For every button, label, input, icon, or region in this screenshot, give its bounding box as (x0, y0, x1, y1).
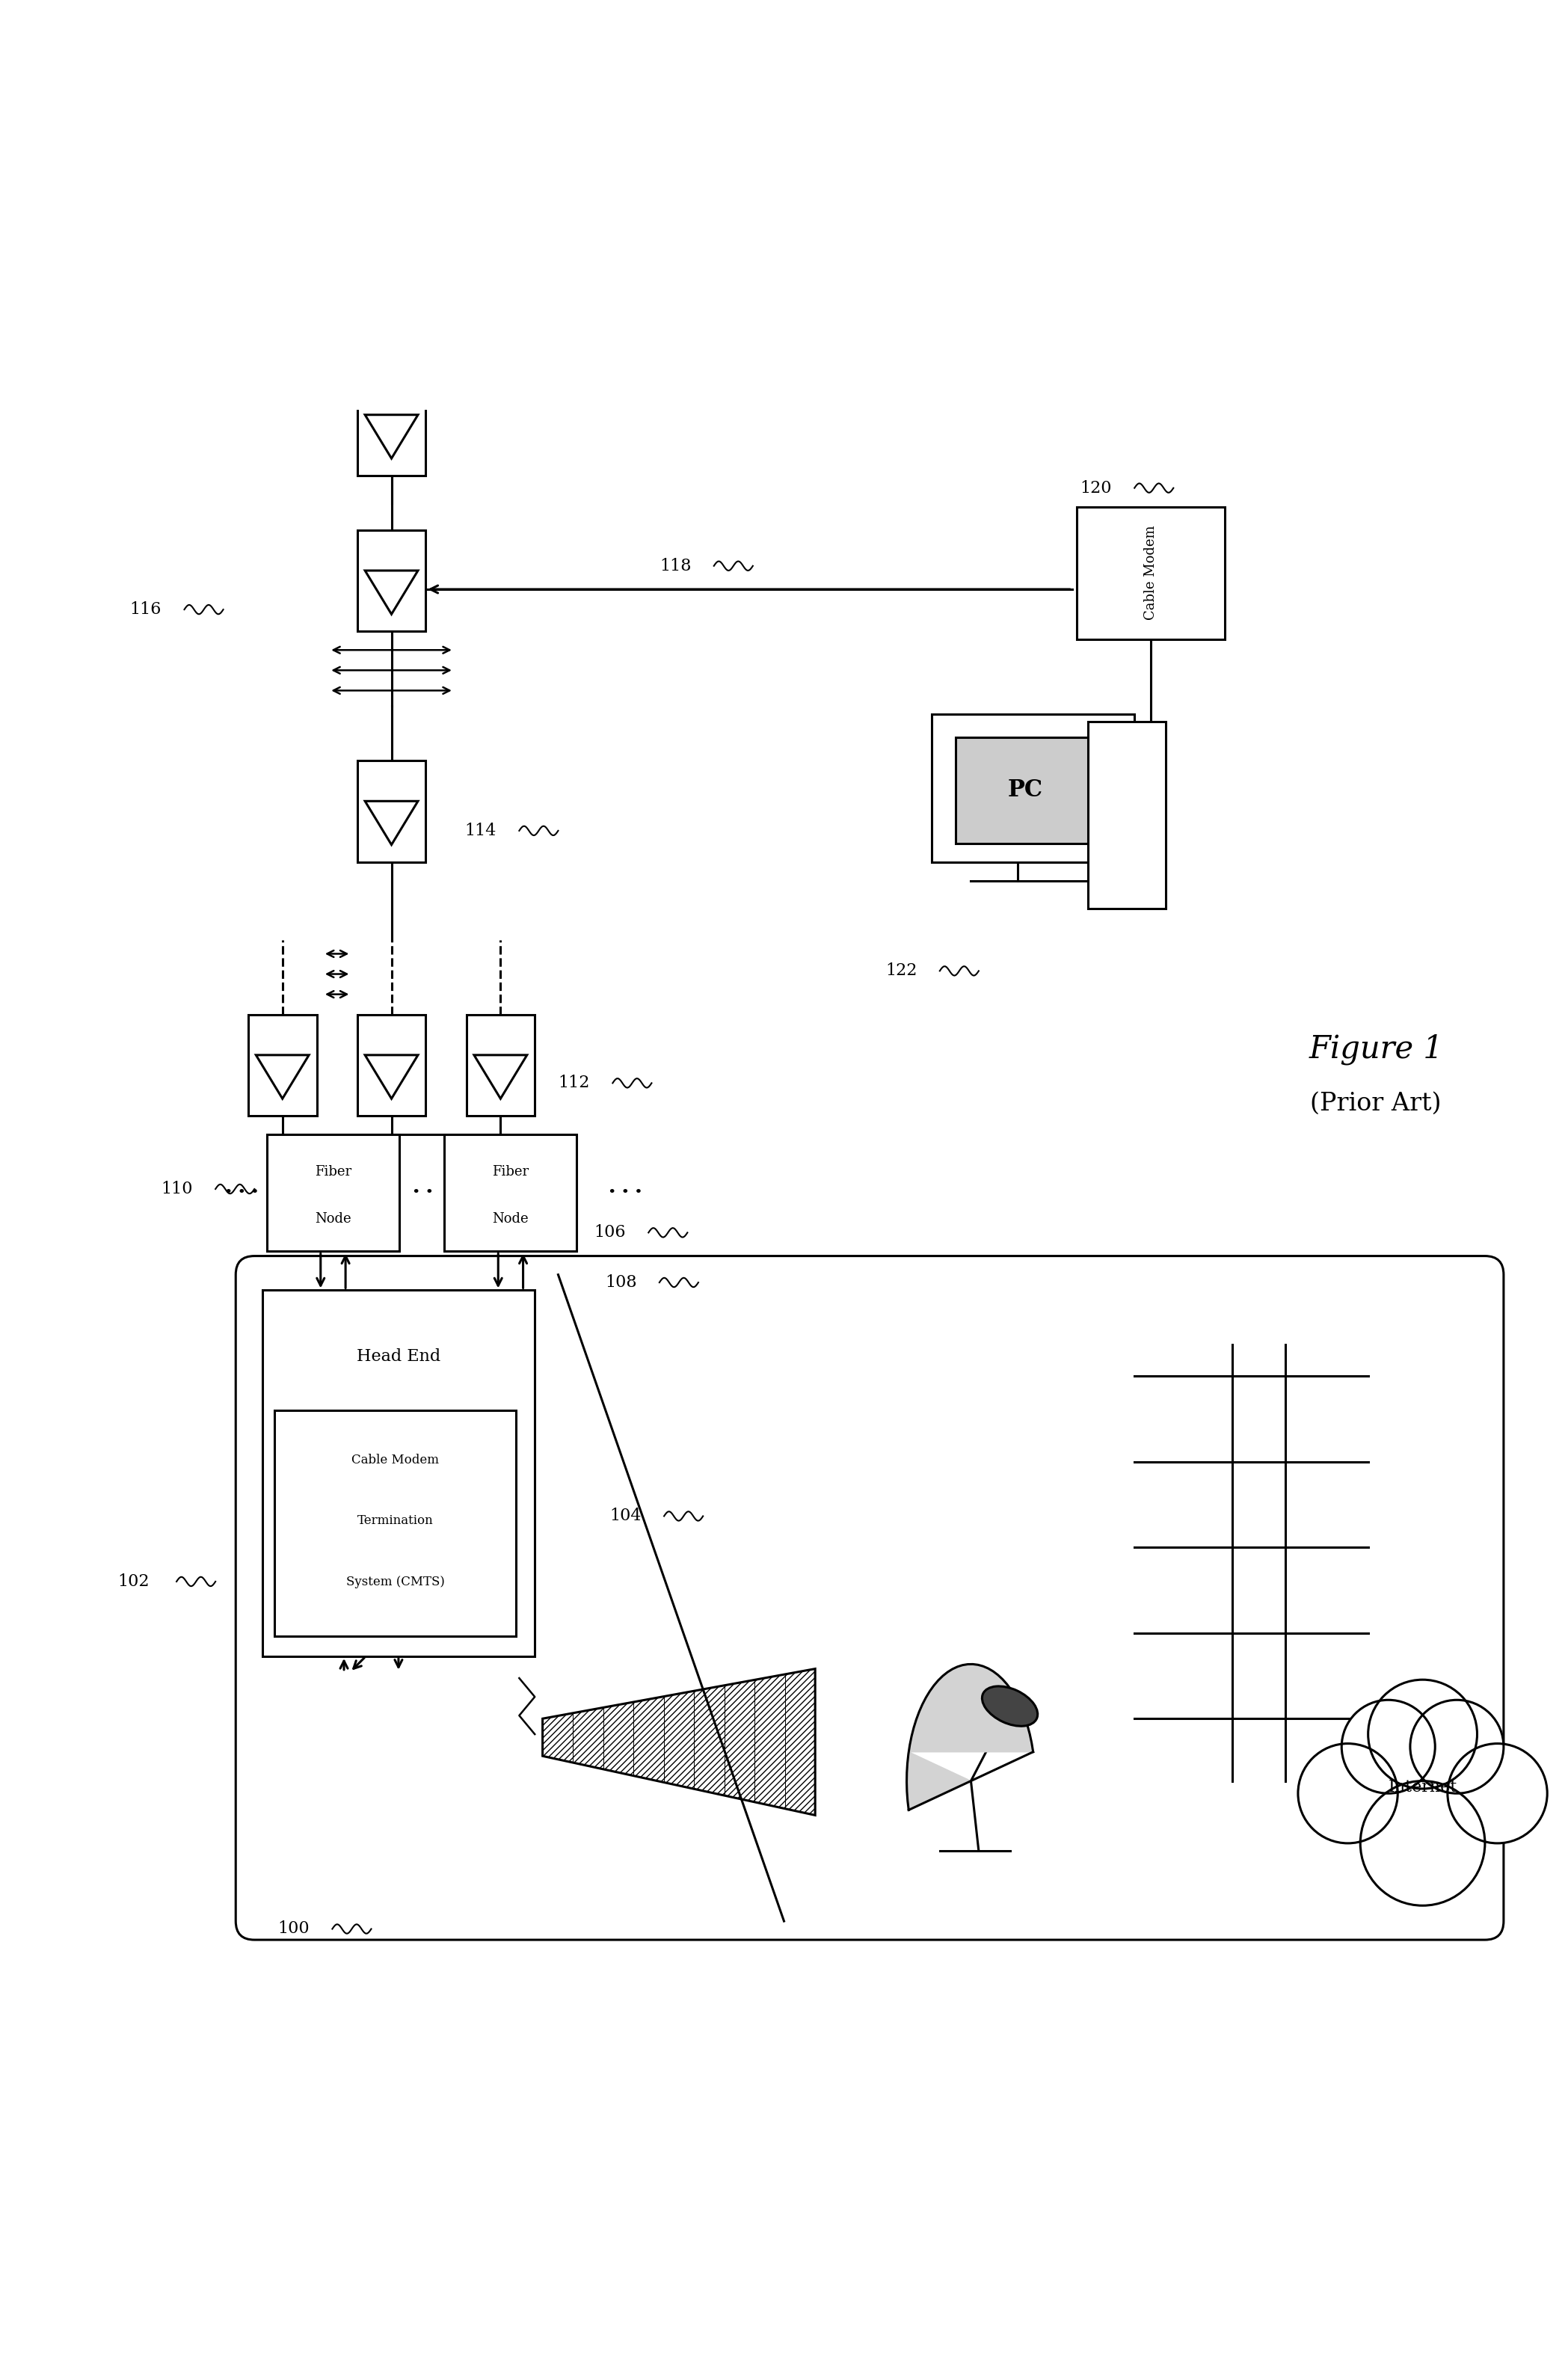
Text: 110: 110 (162, 1182, 193, 1196)
Text: 114: 114 (464, 823, 497, 839)
Bar (466, 1015, 535, 1115)
Bar (248, 1015, 317, 1115)
Circle shape (1369, 1679, 1477, 1788)
Text: 118: 118 (660, 559, 691, 573)
Bar (1077, 507, 1225, 640)
Polygon shape (365, 571, 419, 614)
Polygon shape (365, 801, 419, 844)
Bar (358, 530, 426, 630)
Text: (Prior Art): (Prior Art) (1311, 1092, 1441, 1115)
Bar (955, 737, 1096, 844)
Text: Node: Node (315, 1213, 351, 1225)
Circle shape (1361, 1781, 1485, 1905)
Polygon shape (365, 414, 419, 459)
Text: 112: 112 (558, 1075, 590, 1092)
Text: Cable Modem: Cable Modem (351, 1453, 439, 1467)
Circle shape (1298, 1743, 1397, 1843)
Text: 104: 104 (610, 1508, 641, 1524)
Bar (262, 1291, 535, 1657)
Polygon shape (474, 1056, 527, 1099)
Bar (358, 373, 426, 476)
Text: 122: 122 (886, 963, 917, 980)
Text: 100: 100 (278, 1921, 309, 1938)
Bar (358, 761, 426, 861)
Bar (931, 713, 1135, 861)
Text: Internet: Internet (1388, 1779, 1457, 1795)
Text: • • •: • • • (608, 1187, 643, 1199)
Text: • • •: • • • (224, 1187, 259, 1199)
Text: Node: Node (492, 1213, 528, 1225)
Text: Fiber: Fiber (492, 1165, 528, 1179)
Text: Fiber: Fiber (315, 1165, 351, 1179)
Text: 116: 116 (130, 602, 162, 618)
Text: • •: • • (412, 1187, 433, 1199)
Polygon shape (906, 1665, 1033, 1810)
Bar (274, 1410, 516, 1636)
Text: 108: 108 (605, 1275, 637, 1291)
Text: Cable Modem: Cable Modem (1145, 526, 1157, 621)
Text: 120: 120 (1080, 480, 1112, 497)
Bar (358, 1015, 426, 1115)
Bar (1088, 721, 1165, 908)
Text: PC: PC (1008, 778, 1043, 801)
FancyBboxPatch shape (235, 1256, 1504, 1940)
Circle shape (1342, 1700, 1435, 1793)
Bar (444, 1134, 577, 1251)
Polygon shape (256, 1056, 309, 1099)
Text: 102: 102 (118, 1574, 149, 1591)
Bar (267, 1134, 400, 1251)
Text: System (CMTS): System (CMTS) (347, 1577, 445, 1589)
Ellipse shape (982, 1686, 1038, 1726)
Text: 106: 106 (594, 1225, 626, 1241)
Circle shape (1447, 1743, 1548, 1843)
Text: Head End: Head End (356, 1348, 441, 1365)
Text: Figure 1: Figure 1 (1309, 1032, 1443, 1065)
Text: Termination: Termination (358, 1515, 433, 1527)
Polygon shape (365, 1056, 419, 1099)
Circle shape (1410, 1700, 1504, 1793)
